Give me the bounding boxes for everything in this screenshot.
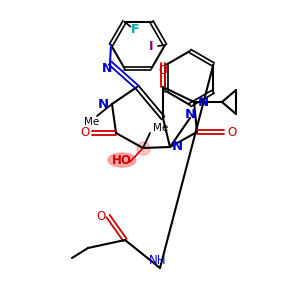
Text: F: F [131,23,140,36]
Text: O: O [80,127,90,140]
Text: N: N [102,61,112,74]
Text: N: N [171,140,183,154]
Text: N: N [98,98,109,110]
Text: O: O [227,125,237,139]
Text: HO: HO [112,154,132,166]
Text: Me: Me [84,117,100,127]
Text: NH: NH [149,254,167,268]
Text: N: N [197,95,208,109]
Text: O: O [158,64,168,77]
Point [141,146,146,150]
Ellipse shape [108,153,136,167]
Text: O: O [96,209,106,223]
Text: Me: Me [153,123,168,133]
Text: N: N [184,107,196,121]
Text: I: I [149,40,153,52]
